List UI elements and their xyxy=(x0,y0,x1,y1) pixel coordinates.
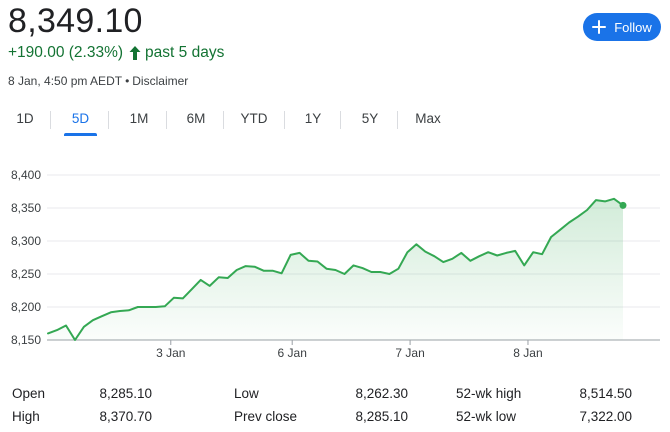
x-tick-label: 3 Jan xyxy=(156,346,185,360)
price-area xyxy=(48,198,623,340)
x-tick-label: 6 Jan xyxy=(278,346,307,360)
stats-table: Open 8,285.10 High 8,370.70 Low 8,262.30… xyxy=(0,382,670,432)
stat-value-high: 8,370.70 xyxy=(99,409,152,424)
tab-ytd[interactable]: YTD xyxy=(240,111,268,126)
x-tick-label: 7 Jan xyxy=(395,346,424,360)
follow-label: Follow xyxy=(614,19,652,35)
y-tick-label: 8,400 xyxy=(11,168,41,182)
y-tick-label: 8,250 xyxy=(11,267,41,281)
tab-max[interactable]: Max xyxy=(415,111,441,126)
stat-value-prev-close: 8,285.10 xyxy=(355,409,408,424)
y-tick-label: 8,300 xyxy=(11,234,41,248)
stat-value-52wk-high: 8,514.50 xyxy=(579,386,632,401)
plus-icon xyxy=(592,20,607,34)
arrow-up-icon xyxy=(128,45,142,61)
tab-divider xyxy=(166,111,167,129)
y-axis-labels: 8,400 8,350 8,300 8,250 8,200 8,150 xyxy=(11,168,41,347)
tab-1y[interactable]: 1Y xyxy=(304,111,322,126)
stat-label-prev-close: Prev close xyxy=(234,409,298,424)
change-value: +190.00 (2.33%) xyxy=(8,44,124,61)
tab-divider xyxy=(108,111,109,129)
y-tick-label: 8,150 xyxy=(11,333,41,347)
stat-label-low: Low xyxy=(234,386,259,401)
price-change: +190.00 (2.33%) past 5 days xyxy=(8,43,224,63)
change-period: past 5 days xyxy=(145,44,225,61)
price-chart: 8,400 8,350 8,300 8,250 8,200 8,150 3 Jan 6 Ja… xyxy=(11,168,660,360)
meta-separator: • xyxy=(125,74,130,88)
tab-divider xyxy=(340,111,341,129)
tab-5d[interactable]: 5D xyxy=(64,104,97,136)
price-line xyxy=(47,197,624,341)
time-range-tabs: 1D 5D 1M 6M YTD 1Y 5Y Max xyxy=(0,104,470,136)
quote-meta: 8 Jan, 4:50 pm AEDT • Disclaimer xyxy=(8,73,188,89)
current-price-dot xyxy=(619,201,627,209)
stock-price: 8,349.10 xyxy=(8,2,143,40)
tab-1d[interactable]: 1D xyxy=(16,111,34,126)
x-tick-label: 8 Jan xyxy=(513,346,542,360)
stat-value-low: 8,262.30 xyxy=(355,386,408,401)
y-tick-label: 8,350 xyxy=(11,201,41,215)
stat-value-open: 8,285.10 xyxy=(99,386,152,401)
quote-timestamp: 8 Jan, 4:50 pm AEDT xyxy=(8,74,123,88)
tab-6m[interactable]: 6M xyxy=(186,111,206,126)
stat-label-open: Open xyxy=(12,386,46,401)
stat-value-52wk-low: 7,322.00 xyxy=(579,409,632,424)
tab-divider xyxy=(50,111,51,129)
x-axis: 3 Jan 6 Jan 7 Jan 8 Jan xyxy=(47,339,660,360)
y-tick-label: 8,200 xyxy=(11,300,41,314)
stat-label-high: High xyxy=(12,409,40,424)
tab-divider xyxy=(397,111,398,129)
tab-1m[interactable]: 1M xyxy=(129,111,149,126)
follow-button[interactable]: Follow xyxy=(583,13,661,41)
stat-label-52wk-high: 52-wk high xyxy=(456,386,522,401)
tab-5y[interactable]: 5Y xyxy=(361,111,379,126)
disclaimer-link[interactable]: Disclaimer xyxy=(132,74,189,88)
tab-divider xyxy=(284,111,285,129)
stat-label-52wk-low: 52-wk low xyxy=(456,409,517,424)
tab-divider xyxy=(223,111,224,129)
